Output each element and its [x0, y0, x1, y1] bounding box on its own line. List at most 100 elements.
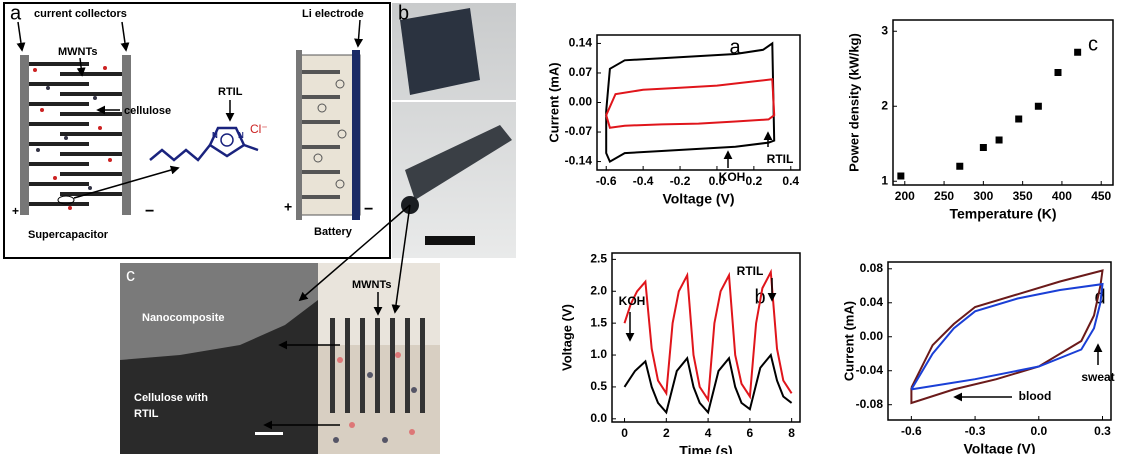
plot-frame — [887, 261, 1112, 421]
arrow — [73, 165, 180, 199]
nanocomposite-region — [120, 263, 318, 360]
li-electrode — [352, 50, 360, 220]
x-axis-label: Voltage (V) — [963, 441, 1035, 454]
x-tick-label: -0.6 — [596, 174, 617, 188]
photo-b: b — [392, 2, 516, 258]
arrow — [354, 19, 364, 48]
series-line — [605, 41, 776, 164]
collector — [122, 55, 131, 215]
y-tick-label: 0.07 — [569, 65, 593, 79]
highlight — [57, 195, 75, 205]
y-tick-label: 2 — [881, 98, 888, 112]
y-tick-label: 1.5 — [590, 315, 607, 329]
y-axis-label: Power density (kW/kg) — [846, 33, 861, 172]
label: Battery — [314, 226, 353, 238]
arrow — [298, 204, 411, 302]
x-tick-label: 200 — [895, 189, 915, 203]
label: Li electrode — [302, 8, 364, 20]
annotation: RTIL — [737, 264, 764, 278]
x-tick-label: 0.2 — [746, 174, 763, 188]
series-line — [605, 78, 776, 129]
panel-label: c — [1088, 33, 1098, 55]
annotation: blood — [1019, 389, 1052, 403]
methyl — [243, 143, 259, 152]
x-tick-label: 300 — [973, 189, 993, 203]
plot-frame — [611, 252, 801, 423]
atom: N — [212, 131, 218, 140]
x-tick-label: -0.4 — [633, 174, 654, 188]
annotation: sweat — [1081, 370, 1114, 384]
battery-layers — [302, 70, 340, 199]
imidazolium-ring — [208, 126, 246, 158]
y-tick-label: 0.0 — [590, 411, 607, 425]
x-axis-label: Voltage (V) — [662, 191, 734, 207]
y-tick-label: 0.08 — [860, 261, 884, 275]
x-tick-label: -0.6 — [901, 424, 922, 438]
label: Cellulose with — [134, 392, 208, 404]
x-tick-label: 450 — [1091, 189, 1111, 203]
ions — [33, 66, 112, 210]
sheet — [400, 8, 480, 95]
y-tick-label: 2.5 — [590, 252, 607, 266]
x-tick-label: 0.0 — [1030, 424, 1047, 438]
x-tick-label: 400 — [1052, 189, 1072, 203]
y-tick-label: 0.00 — [569, 95, 593, 109]
y-axis-label: Voltage (V) — [559, 304, 574, 371]
point — [1034, 102, 1042, 110]
charge — [220, 133, 234, 147]
sem-c: c Nanocomposite Cellulose with RTIL MWNT… — [120, 204, 440, 454]
scale-bar — [255, 432, 283, 435]
x-axis-label: Time (s) — [679, 443, 732, 454]
label: current collectors — [34, 8, 127, 20]
label: cellulose — [124, 105, 171, 117]
x-tick-label: 6 — [747, 426, 754, 440]
y-tick-label: 1 — [881, 173, 888, 187]
schematic-a: a current collectors MWNTs cellulose RTI… — [3, 2, 391, 259]
y-tick-label: 0.5 — [590, 379, 607, 393]
y-tick-label: -0.08 — [856, 397, 884, 411]
x-tick-label: 0.3 — [1094, 424, 1111, 438]
nanotubes — [330, 318, 425, 413]
annotation: KOH — [719, 170, 746, 184]
mwnt-rows — [29, 62, 122, 206]
panel-label: b — [398, 2, 409, 24]
panel-label: a — [10, 2, 22, 24]
x-tick-label: 350 — [1013, 189, 1033, 203]
y-axis-label: Current (mA) — [841, 301, 856, 381]
y-tick-label: -0.04 — [856, 363, 884, 377]
x-tick-label: -0.2 — [670, 174, 691, 188]
label: + — [284, 199, 292, 215]
x-tick-label: 0 — [621, 426, 628, 440]
arrow — [120, 21, 130, 52]
label: + — [12, 204, 19, 218]
arrow — [16, 21, 26, 52]
y-tick-label: -0.07 — [565, 124, 593, 138]
label: Cl⁻ — [250, 122, 268, 136]
atom: N — [238, 131, 244, 140]
label: − — [145, 203, 154, 220]
y-tick-label: 0.04 — [860, 295, 884, 309]
x-tick-label: 0.0 — [709, 174, 726, 188]
series-line — [910, 282, 1104, 391]
point — [897, 172, 905, 180]
x-tick-label: 8 — [788, 426, 795, 440]
x-tick-label: 250 — [934, 189, 954, 203]
y-tick-label: 2.0 — [590, 283, 607, 297]
annotation: RTIL — [767, 152, 794, 166]
series-line — [623, 352, 793, 415]
y-tick-label: -0.14 — [565, 154, 593, 168]
x-tick-label: 2 — [663, 426, 670, 440]
arrow — [76, 57, 86, 77]
x-axis-label: Temperature (K) — [949, 206, 1056, 222]
label: − — [364, 201, 373, 218]
point — [1015, 115, 1023, 123]
series-line — [910, 269, 1104, 405]
plot-frame — [892, 19, 1114, 186]
y-tick-label: 3 — [881, 23, 888, 37]
label: MWNTs — [352, 279, 392, 291]
x-tick-label: 4 — [705, 426, 712, 440]
point — [995, 136, 1003, 144]
x-tick-label: -0.3 — [965, 424, 986, 438]
panel-label: d — [1094, 286, 1105, 308]
